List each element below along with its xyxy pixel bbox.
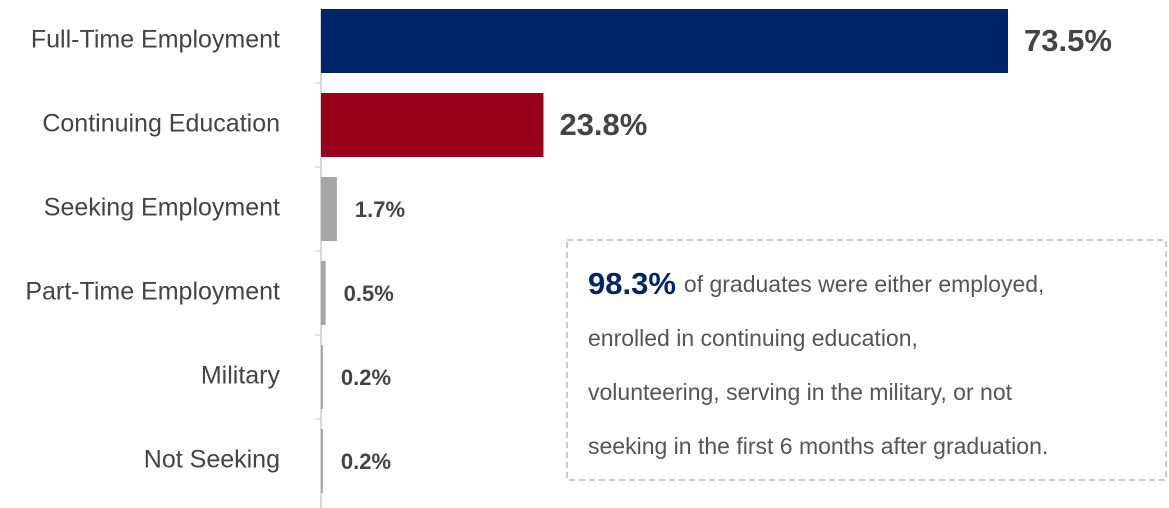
annotation-text: 98.3% of graduates were either employed, xyxy=(588,266,1044,301)
bar xyxy=(321,177,337,241)
annotation-line: seeking in the first 6 months after grad… xyxy=(588,433,1048,459)
bar xyxy=(321,345,323,409)
category-label: Seeking Employment xyxy=(44,194,280,222)
annotation-text: enrolled in continuing education, xyxy=(588,325,918,351)
value-label: 0.5% xyxy=(344,281,394,306)
bar xyxy=(321,261,326,325)
bar xyxy=(321,93,544,157)
annotation-text: volunteering, serving in the military, o… xyxy=(588,379,1013,405)
annotation-line: enrolled in continuing education, xyxy=(588,325,918,351)
annotation-text: seeking in the first 6 months after grad… xyxy=(588,433,1048,459)
category-label: Continuing Education xyxy=(42,110,280,138)
value-label: 0.2% xyxy=(341,449,391,474)
category-label: Not Seeking xyxy=(144,446,280,474)
value-label: 1.7% xyxy=(355,197,405,222)
annotation-line: of graduates were either employed, xyxy=(684,271,1045,297)
value-label: 73.5% xyxy=(1024,23,1112,58)
value-label: 23.8% xyxy=(559,107,647,142)
category-label: Full-Time Employment xyxy=(31,26,280,54)
bar xyxy=(321,9,1008,73)
category-label: Part-Time Employment xyxy=(25,278,280,306)
annotation-line: volunteering, serving in the military, o… xyxy=(588,379,1013,405)
value-label: 0.2% xyxy=(341,365,391,390)
category-label: Military xyxy=(201,362,281,390)
annotation-highlight: 98.3% xyxy=(588,266,676,301)
bar xyxy=(321,429,323,493)
